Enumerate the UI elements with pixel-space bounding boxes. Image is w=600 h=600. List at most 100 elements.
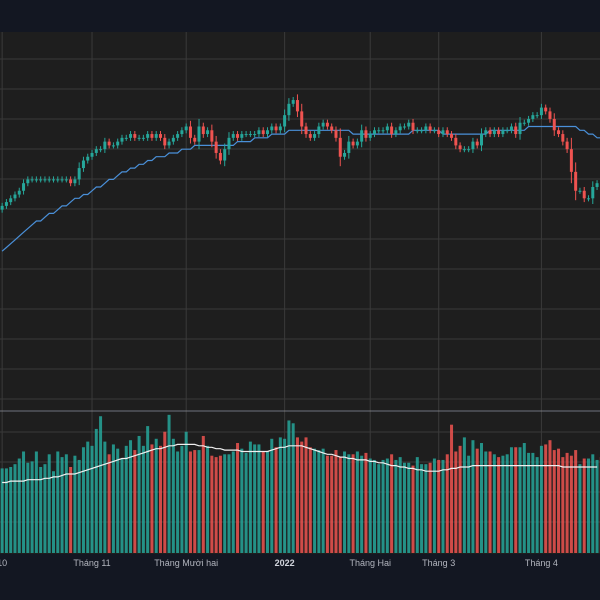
candle — [43, 176, 47, 183]
volume-bar — [81, 447, 85, 553]
price-candles — [0, 94, 599, 213]
volume-bar — [90, 445, 94, 553]
x-tick-label: Tháng 4 — [525, 558, 558, 568]
candle — [445, 127, 449, 138]
candle-body — [180, 130, 184, 135]
candle-body — [381, 130, 385, 132]
volume-bar — [428, 462, 432, 553]
candle — [539, 103, 543, 119]
volume-bar — [141, 445, 145, 553]
candle-body — [561, 134, 565, 142]
candle — [578, 187, 582, 194]
candle-body — [501, 130, 505, 135]
candle — [39, 176, 43, 183]
candle-body — [214, 141, 218, 153]
candle-body — [99, 149, 103, 151]
candle-body — [347, 141, 351, 153]
candle-body — [22, 183, 26, 191]
volume-bar — [445, 454, 449, 553]
candle-body — [60, 179, 64, 181]
candle — [261, 127, 265, 138]
volume-bar — [308, 447, 312, 553]
candle-body — [154, 134, 158, 138]
candle — [548, 107, 552, 123]
candle — [171, 134, 175, 145]
candle — [501, 127, 505, 138]
candle — [535, 112, 539, 119]
volume-bar — [253, 444, 257, 553]
candle-body — [480, 134, 483, 146]
volume-bar — [244, 452, 248, 553]
volume-bar — [527, 452, 531, 553]
candle-body — [569, 149, 573, 172]
candle — [103, 137, 107, 153]
candle — [227, 132, 231, 155]
volume-bar — [103, 441, 107, 553]
candle — [394, 127, 398, 138]
candle-body — [236, 134, 240, 138]
candle-body — [334, 130, 338, 138]
volume-bar — [325, 455, 329, 553]
volume-bar — [539, 445, 543, 553]
volume-bar — [462, 437, 466, 553]
volume-bar — [437, 459, 441, 553]
volume-bar — [188, 451, 192, 553]
volume-bar — [522, 443, 526, 553]
volume-bar — [184, 431, 188, 553]
candle-body — [398, 126, 402, 131]
candle — [480, 128, 483, 152]
candle — [304, 122, 308, 138]
volume-bar — [17, 458, 21, 553]
volume-bar — [283, 438, 287, 553]
candle-body — [458, 145, 462, 150]
candle-body — [497, 130, 501, 135]
candle-body — [454, 137, 458, 146]
volume-bar — [360, 455, 364, 553]
candle — [505, 127, 509, 134]
candle — [415, 127, 419, 134]
volume-bar — [492, 454, 496, 553]
volume-bar — [257, 444, 261, 553]
candle-body — [321, 122, 325, 127]
volume-bar — [26, 462, 30, 553]
candle — [407, 119, 411, 130]
volume-bar — [518, 447, 522, 553]
volume-bar — [377, 464, 381, 553]
candle — [509, 123, 513, 134]
candle — [514, 122, 518, 138]
candle — [210, 124, 214, 148]
volume-bar — [402, 462, 406, 553]
candle — [484, 127, 488, 138]
candle — [454, 134, 458, 150]
candle — [420, 127, 424, 134]
candle — [69, 176, 73, 187]
volume-bar — [159, 445, 162, 553]
volume-bar — [137, 435, 141, 553]
candle — [4, 199, 8, 209]
candle-body — [270, 126, 274, 131]
candle-body — [488, 130, 492, 135]
candle — [30, 176, 34, 183]
candle — [184, 123, 188, 134]
candle — [159, 131, 162, 141]
volume-bar — [52, 471, 55, 553]
candle-body — [522, 122, 526, 124]
volume-bar — [0, 468, 4, 553]
candle-body — [441, 130, 445, 135]
volume-bar — [171, 438, 175, 553]
volume-bar — [261, 451, 265, 553]
candle-body — [475, 141, 479, 146]
volume-bar — [150, 444, 154, 553]
candle — [587, 195, 590, 202]
volume-bar — [544, 444, 548, 553]
volume-bar — [467, 455, 471, 553]
candle — [73, 176, 77, 187]
candle — [565, 137, 569, 153]
volume-bar — [514, 447, 518, 553]
candle — [441, 127, 445, 138]
volume-bar — [218, 455, 222, 553]
x-axis[interactable]: 10 Tháng 11 Tháng Mười hai 2022 Tháng Hai Thá… — [0, 558, 558, 568]
candle — [137, 134, 141, 141]
